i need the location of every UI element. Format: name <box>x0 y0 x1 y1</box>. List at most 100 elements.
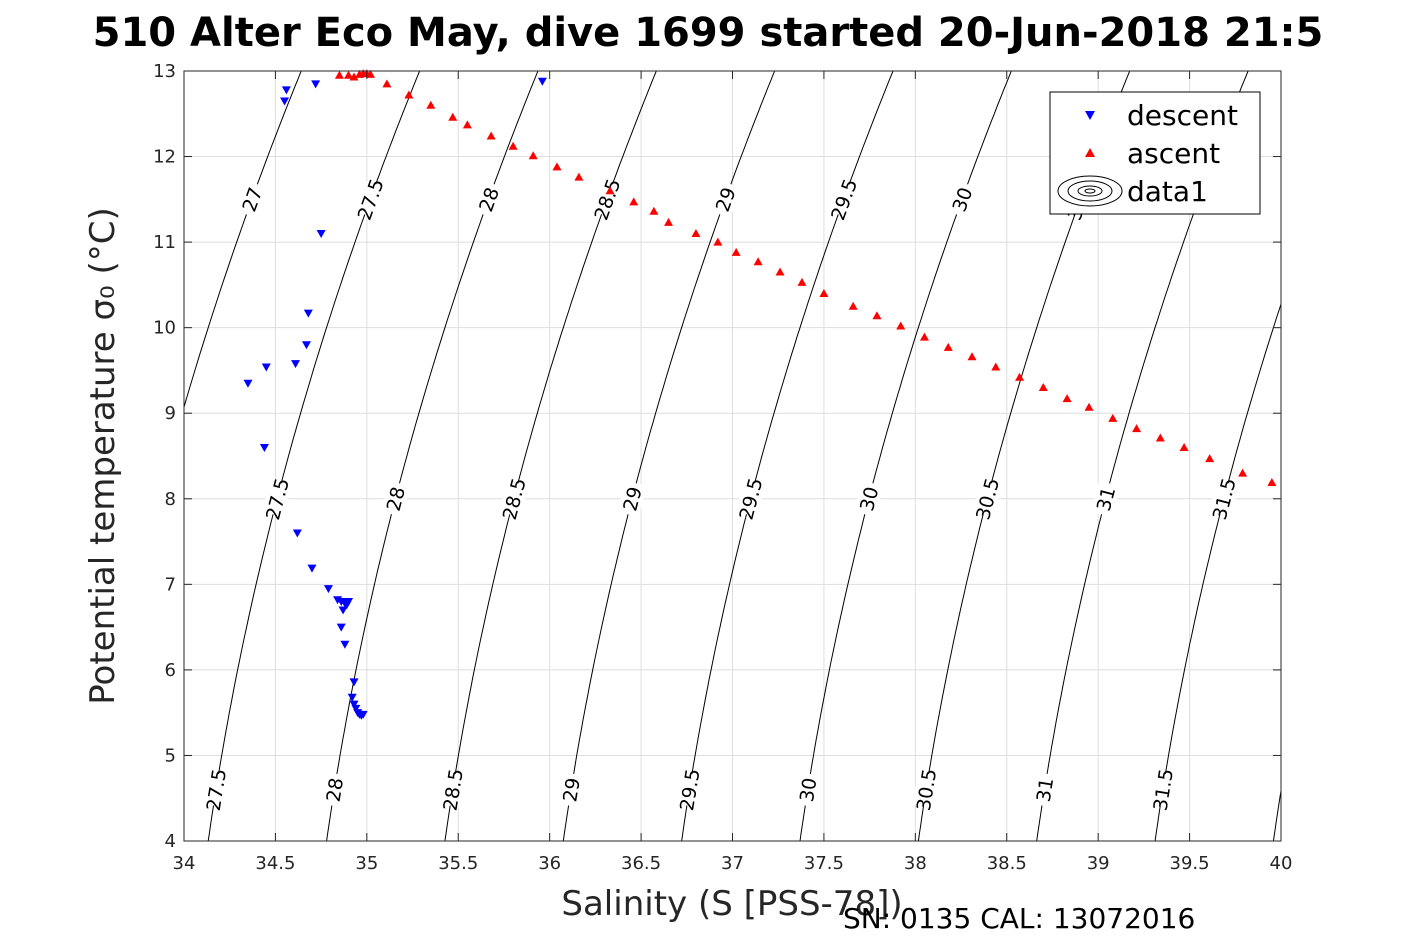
descent-point <box>349 700 359 709</box>
contour-label-backing <box>675 772 703 808</box>
y-axis-label: Potential temperature σ₀ (°C) <box>83 207 123 705</box>
ascent-point <box>334 70 344 79</box>
ascent-point <box>872 311 882 320</box>
ascent-point <box>848 301 858 310</box>
contour-label-backing <box>1090 480 1121 518</box>
contour-label-backing <box>1209 480 1239 518</box>
ascent-point <box>1179 442 1189 451</box>
contour-label-backing <box>735 480 766 518</box>
descent-point <box>243 379 253 388</box>
contour-label: 29 <box>559 776 585 803</box>
contour-label-backing <box>354 180 387 219</box>
contour-label-backing <box>912 772 940 808</box>
contour-label-backing <box>380 480 411 518</box>
contour-label-backing <box>946 180 978 219</box>
density-contour-line <box>0 71 65 841</box>
ascent-point <box>462 120 472 129</box>
ascent-point <box>1015 372 1025 381</box>
ascent-point <box>448 112 458 121</box>
x-tick-label: 37.5 <box>804 853 844 874</box>
y-tick-label: 9 <box>165 403 176 424</box>
y-tick-label: 11 <box>153 232 176 253</box>
ascent-point <box>508 141 518 150</box>
ascent-point <box>1084 402 1094 411</box>
ascent-point <box>344 70 354 79</box>
legend-contour-icon <box>1057 175 1123 207</box>
descent-point <box>307 564 317 573</box>
x-tick-label: 39 <box>1087 853 1110 874</box>
ascent-point <box>1108 413 1118 422</box>
density-contour-labels: 27.5 28 28.5 29 29.5 30 30.5 31 31.527.5 28 28.5 29… <box>202 176 1241 812</box>
contour-label-backing <box>320 772 348 808</box>
contour-label-backing <box>972 480 1002 518</box>
y-tick-label: 10 <box>153 318 176 339</box>
ascent-point <box>1062 394 1072 403</box>
descent-point <box>358 710 368 719</box>
y-tick-label: 12 <box>153 147 176 168</box>
ascent-point <box>1205 454 1215 463</box>
y-tick-label: 5 <box>165 745 176 766</box>
descent-point <box>338 606 348 615</box>
y-tick-label: 7 <box>165 574 176 595</box>
legend-ascent-label: ascent <box>1127 137 1220 170</box>
ascent-point <box>629 197 639 206</box>
ascent-point <box>349 72 359 81</box>
ascent-point <box>1038 383 1048 392</box>
contour-label: 28 <box>323 776 349 803</box>
ascent-point <box>967 352 977 361</box>
ascent-point <box>797 277 807 286</box>
x-tick-label: 34 <box>173 853 196 874</box>
chart-title: 510 Alter Eco May, dive 1699 started 20-… <box>93 10 1324 56</box>
descent-point <box>347 693 357 702</box>
x-tick-label: 39.5 <box>1170 853 1210 874</box>
legend-descent-label: descent <box>1127 99 1238 132</box>
descent-point <box>537 77 547 86</box>
ascent-point <box>691 229 701 238</box>
ascent-point <box>664 217 674 226</box>
serial-calibration-note: SN: 0135 CAL: 13072016 <box>843 902 1195 935</box>
x-tick-label: 34.5 <box>255 853 295 874</box>
legend-descent-marker <box>1085 111 1095 120</box>
ascent-point <box>365 69 375 78</box>
descent-point <box>316 230 326 239</box>
descent-point <box>261 363 271 372</box>
ascent-point <box>486 131 496 140</box>
contour-label-backing <box>827 180 860 219</box>
x-axis-label: Salinity (S [PSS-78]) <box>561 884 902 924</box>
contour-label-backing <box>591 180 623 219</box>
ascent-point <box>605 186 615 195</box>
x-tick-label: 35 <box>355 853 378 874</box>
ascent-point <box>896 321 906 330</box>
density-contour-line <box>1154 302 1281 841</box>
contour-label: 31 <box>1033 776 1059 803</box>
descent-point <box>281 86 291 95</box>
descent-point <box>323 585 333 594</box>
y-tick-label: 13 <box>153 61 176 82</box>
contour-label-backing <box>1031 772 1058 808</box>
descent-point <box>344 597 354 606</box>
ascent-point <box>731 247 741 256</box>
x-tick-label: 35.5 <box>438 853 478 874</box>
ascent-point <box>552 162 562 171</box>
y-tick-label: 6 <box>165 660 176 681</box>
descent-point <box>259 443 269 452</box>
x-tick-label: 40 <box>1270 853 1293 874</box>
ascent-point <box>753 257 763 266</box>
legend-ascent-marker <box>1085 148 1095 157</box>
contour-label-backing <box>236 180 268 219</box>
ascent-point <box>991 362 1001 371</box>
contour-label-backing <box>262 480 292 518</box>
descent-point <box>291 360 301 369</box>
ascent-point <box>1132 424 1142 433</box>
ascent-point <box>1267 478 1277 487</box>
x-tick-label: 38 <box>904 853 927 874</box>
ascent-point <box>426 100 436 109</box>
density-contour-line <box>1392 71 1417 841</box>
x-tick-label: 36.5 <box>621 853 661 874</box>
legend: descent ascent data1 <box>1049 91 1261 215</box>
descent-point <box>292 529 302 538</box>
descent-point <box>336 623 346 632</box>
descent-point <box>301 341 311 350</box>
x-axis-ticks: 34 34.5 35 35.5 36 36.5 37 37.5 38 38.5 39 39.5 40 <box>173 71 1293 874</box>
